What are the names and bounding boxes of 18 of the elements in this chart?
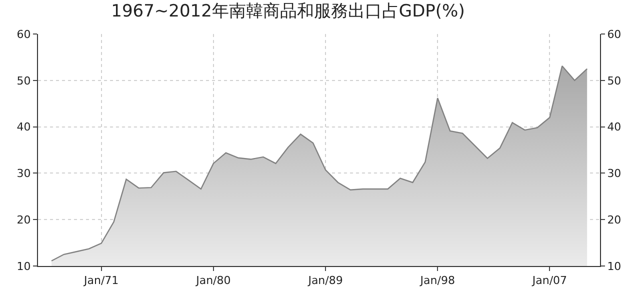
x-tick-label: Jan/98 xyxy=(419,274,455,288)
y2-tick-label: 50 xyxy=(607,74,622,88)
x-tick-label: Jan/07 xyxy=(531,274,568,288)
y2-tick-label: 30 xyxy=(607,167,622,180)
y-tick-label: 40 xyxy=(16,120,31,134)
y-tick-label: 10 xyxy=(16,260,31,273)
x-tick-label: Jan/71 xyxy=(82,274,119,288)
y2-tick-label: 20 xyxy=(607,213,622,226)
y-tick-label: 20 xyxy=(16,213,31,226)
y2-tick-label: 60 xyxy=(607,28,622,41)
x-tick-label: Jan/80 xyxy=(195,274,231,288)
y-tick-label: 50 xyxy=(16,74,31,88)
y2-tick-label: 40 xyxy=(607,120,622,134)
x-tick-label: Jan/89 xyxy=(307,274,343,288)
y-tick-label: 30 xyxy=(16,167,31,180)
y2-tick-label: 10 xyxy=(607,260,622,273)
y-tick-label: 60 xyxy=(16,28,31,41)
chart-title: 1967~2012年南韓商品和服務出口占GDP(%) xyxy=(111,1,465,22)
